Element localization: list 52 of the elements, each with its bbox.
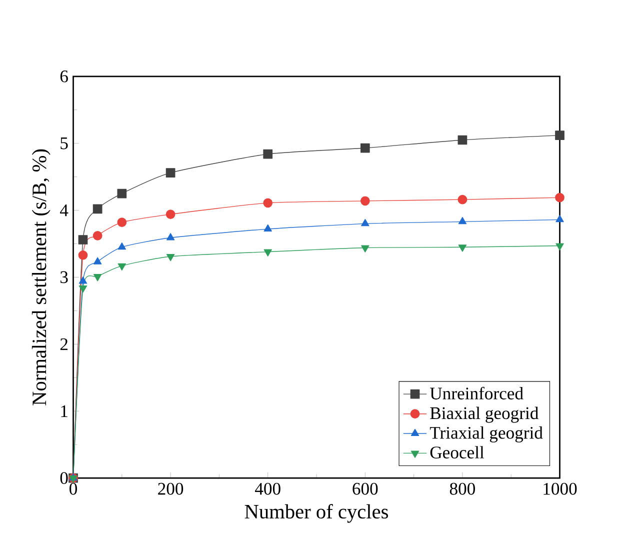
point [263, 149, 273, 159]
point [69, 476, 78, 483]
point [458, 217, 467, 224]
point [78, 250, 88, 260]
point [93, 257, 102, 264]
point [264, 249, 272, 257]
y-tick-label: 5 [60, 138, 68, 150]
point [360, 196, 370, 206]
point [166, 254, 175, 262]
x-tick-label: 400 [254, 482, 280, 495]
point [555, 130, 564, 140]
x-axis-title: Number of cycles [244, 504, 388, 523]
point [556, 243, 564, 251]
point [78, 276, 88, 284]
point [360, 143, 370, 153]
point [556, 215, 564, 222]
point [92, 204, 102, 214]
point [117, 218, 127, 228]
point [93, 274, 102, 282]
y-tick-label: 6 [60, 70, 68, 82]
x-tick-label: 200 [158, 482, 184, 495]
x-tick-label: 0 [70, 482, 77, 495]
point [361, 219, 370, 226]
x-tick-label: 1000 [544, 482, 577, 495]
y-tick-label: 3 [60, 271, 68, 284]
y-tick-label: 0 [60, 472, 68, 484]
point [361, 245, 370, 253]
point [118, 263, 126, 271]
legend-label: Geocell [430, 446, 484, 459]
legend-label: Biaxial geogrid [430, 406, 538, 423]
point [458, 244, 467, 252]
x-tick-label: 600 [352, 482, 378, 495]
legend-label: Triaxial geogrid [430, 426, 543, 443]
point [166, 168, 176, 178]
point [264, 224, 272, 232]
point [78, 286, 88, 293]
point [118, 242, 126, 250]
point [78, 235, 88, 244]
point [166, 233, 175, 240]
point [92, 231, 102, 240]
y-tick-label: 2 [60, 338, 68, 350]
point [117, 188, 127, 198]
x-tick-label: 800 [450, 482, 475, 495]
y-tick-label: 4 [60, 204, 68, 216]
y-tick-label: 1 [61, 405, 68, 418]
point [555, 192, 564, 202]
point [458, 194, 468, 204]
legend-label: Unreinforced [430, 386, 524, 400]
point [458, 135, 468, 145]
y-axis-title: Normalized settlement (s/B, %) [32, 150, 50, 406]
point [166, 210, 176, 220]
point [263, 198, 273, 208]
